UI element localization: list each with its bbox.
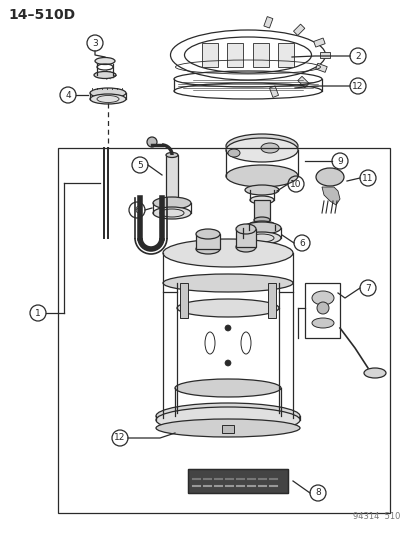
Ellipse shape: [248, 221, 274, 229]
Bar: [315, 63, 326, 72]
Polygon shape: [321, 187, 339, 205]
Ellipse shape: [94, 71, 116, 78]
Bar: [235, 229, 255, 247]
Bar: [320, 52, 330, 58]
Bar: [277, 43, 293, 67]
Text: 5: 5: [137, 160, 142, 169]
Bar: [252, 43, 268, 67]
Ellipse shape: [153, 207, 190, 219]
Ellipse shape: [225, 165, 297, 187]
Bar: [166, 155, 178, 205]
Text: 11: 11: [361, 174, 373, 182]
Ellipse shape: [235, 242, 255, 252]
Text: 6: 6: [134, 206, 140, 214]
Circle shape: [224, 360, 230, 366]
Ellipse shape: [228, 149, 240, 157]
Ellipse shape: [244, 185, 278, 195]
Ellipse shape: [225, 138, 297, 162]
Text: 12: 12: [351, 82, 363, 91]
Ellipse shape: [311, 318, 333, 328]
Bar: [263, 17, 272, 28]
Circle shape: [224, 325, 230, 331]
Ellipse shape: [195, 229, 219, 239]
Text: 8: 8: [314, 489, 320, 497]
Bar: [195, 234, 219, 249]
Text: 94314  510: 94314 510: [352, 512, 399, 521]
Circle shape: [147, 137, 157, 147]
Bar: [58, 148, 389, 513]
Text: 12: 12: [114, 433, 126, 442]
Text: 2: 2: [354, 52, 360, 61]
Text: 6: 6: [299, 238, 304, 247]
Bar: [221, 425, 233, 433]
Bar: [188, 469, 287, 493]
Bar: [297, 76, 309, 87]
Ellipse shape: [225, 134, 297, 158]
Text: 4: 4: [65, 91, 71, 100]
Ellipse shape: [156, 419, 299, 437]
Ellipse shape: [260, 143, 278, 153]
Ellipse shape: [315, 168, 343, 186]
Ellipse shape: [90, 88, 126, 98]
Bar: [313, 38, 324, 47]
Ellipse shape: [166, 152, 178, 157]
Ellipse shape: [254, 217, 269, 223]
Bar: [256, 230, 266, 250]
Bar: [269, 86, 278, 98]
Ellipse shape: [90, 94, 126, 104]
Bar: [226, 43, 242, 67]
Ellipse shape: [156, 403, 299, 429]
Ellipse shape: [163, 274, 292, 292]
Bar: [202, 43, 218, 67]
Bar: [254, 200, 269, 220]
Text: 14–510D: 14–510D: [8, 8, 75, 22]
Ellipse shape: [175, 379, 280, 397]
Ellipse shape: [242, 232, 280, 244]
Ellipse shape: [311, 291, 333, 305]
Bar: [304, 283, 339, 338]
Ellipse shape: [249, 196, 273, 204]
Ellipse shape: [242, 222, 280, 234]
Bar: [267, 283, 275, 318]
Ellipse shape: [256, 248, 266, 252]
Text: 10: 10: [290, 180, 301, 189]
Ellipse shape: [195, 244, 219, 254]
Ellipse shape: [153, 197, 190, 209]
Bar: [293, 24, 304, 35]
Bar: [188, 469, 287, 493]
Ellipse shape: [156, 407, 299, 433]
Text: 7: 7: [364, 284, 370, 293]
Ellipse shape: [248, 226, 274, 234]
Circle shape: [316, 302, 328, 314]
Ellipse shape: [163, 239, 292, 267]
Bar: [180, 283, 188, 318]
Ellipse shape: [95, 58, 115, 64]
Text: 1: 1: [35, 309, 41, 318]
Ellipse shape: [177, 299, 278, 317]
Ellipse shape: [235, 224, 255, 234]
Ellipse shape: [166, 203, 178, 207]
Text: 9: 9: [336, 157, 342, 166]
Text: 3: 3: [92, 38, 97, 47]
Ellipse shape: [363, 368, 385, 378]
